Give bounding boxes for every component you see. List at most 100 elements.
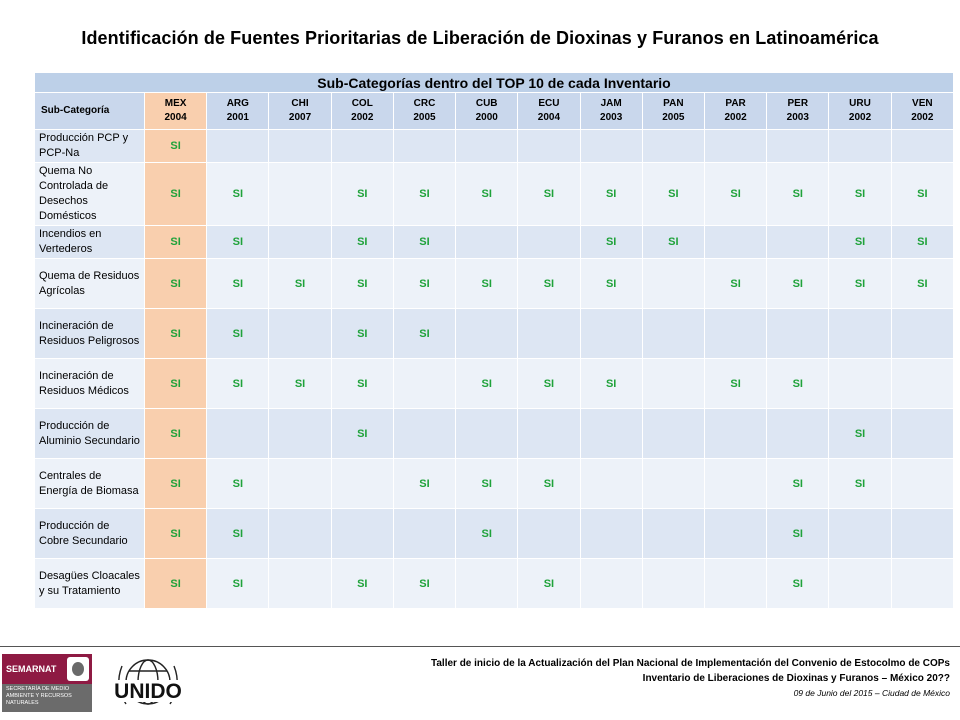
cell-par xyxy=(703,458,768,509)
cell-uru: SI xyxy=(828,408,892,459)
header-year: 2002 xyxy=(351,112,374,123)
cell-cub xyxy=(455,225,519,259)
header-crc: CRC 2005 xyxy=(392,92,457,130)
header-cub: CUB 2000 xyxy=(455,92,519,130)
cell-cub xyxy=(455,129,519,163)
cell-uru xyxy=(828,508,892,559)
cell-pan: SI xyxy=(641,162,705,226)
table-row: Producción de Cobre Secundario SI SI SI SI xyxy=(34,508,955,559)
header-ven: VEN 2002 xyxy=(890,92,955,130)
semarnat-subtitle: SECRETARÍA DE MEDIO AMBIENTE Y RECURSOS … xyxy=(2,684,92,712)
cell-mex: SI xyxy=(143,508,208,559)
cell-pan xyxy=(641,458,705,509)
cell-pan xyxy=(641,258,705,309)
cell-par xyxy=(703,308,768,359)
cell-chi xyxy=(268,308,332,359)
semarnat-logo: SEMARNAT SECRETARÍA DE MEDIO AMBIENTE Y … xyxy=(2,654,92,712)
header-code: PAR xyxy=(725,98,746,109)
cell-arg: SI xyxy=(206,558,270,609)
header-code: ARG xyxy=(226,98,249,109)
cell-crc: SI xyxy=(392,258,457,309)
cell-arg: SI xyxy=(206,358,270,409)
table-row: Quema No Controlada de Desechos Doméstic… xyxy=(34,162,955,226)
cell-per: SI xyxy=(766,358,830,409)
cell-ven xyxy=(890,408,955,459)
semarnat-name: SEMARNAT xyxy=(6,664,57,674)
header-year: 2002 xyxy=(911,112,934,123)
header-code: PER xyxy=(787,98,809,109)
cell-ecu xyxy=(517,129,581,163)
cell-per: SI xyxy=(766,508,830,559)
cell-col: SI xyxy=(330,258,394,309)
cell-cub xyxy=(455,408,519,459)
cell-per: SI xyxy=(766,162,830,226)
footer-divider xyxy=(0,646,960,647)
footer-text: Taller de inicio de la Actualización del… xyxy=(310,656,950,701)
cell-arg xyxy=(206,408,270,459)
row-label: Producción PCP y PCP-Na xyxy=(34,129,145,163)
cell-per xyxy=(766,408,830,459)
cell-ven xyxy=(890,458,955,509)
cell-cub: SI xyxy=(455,508,519,559)
header-year: 2004 xyxy=(164,112,187,123)
cell-arg: SI xyxy=(206,225,270,259)
cell-par xyxy=(703,558,768,609)
cell-ven: SI xyxy=(890,258,955,309)
cell-par: SI xyxy=(703,258,768,309)
cell-arg: SI xyxy=(206,162,270,226)
cell-col: SI xyxy=(330,162,394,226)
cell-ven xyxy=(890,358,955,409)
cell-uru xyxy=(828,308,892,359)
cell-ven: SI xyxy=(890,225,955,259)
header-uru: URU 2002 xyxy=(828,92,892,130)
row-label: Incendios en Vertederos xyxy=(34,225,145,259)
page-title: Identificación de Fuentes Prioritarias d… xyxy=(81,28,879,48)
cell-cub xyxy=(455,308,519,359)
header-year: 2005 xyxy=(662,112,685,123)
header-year: 2004 xyxy=(537,112,561,123)
cell-chi xyxy=(268,225,332,259)
table-row: Centrales de Energía de Biomasa SI SI SI SI S… xyxy=(34,458,955,509)
header-per: PER 2003 xyxy=(766,92,830,130)
cell-ecu: SI xyxy=(517,458,581,509)
header-chi: CHI 2007 xyxy=(268,92,332,130)
cell-crc xyxy=(392,358,457,409)
cell-chi xyxy=(268,162,332,226)
cell-ven xyxy=(890,308,955,359)
cell-uru: SI xyxy=(828,225,892,259)
cell-col: SI xyxy=(330,558,394,609)
header-code: CHI xyxy=(291,98,309,109)
header-code: MEX xyxy=(164,98,187,109)
cell-mex: SI xyxy=(143,358,208,409)
row-label: Desagües Cloacales y su Tratamiento xyxy=(34,558,145,609)
header-subcategory: Sub-Categoría xyxy=(34,92,145,130)
cell-ecu: SI xyxy=(517,558,581,609)
cell-per xyxy=(766,129,830,163)
header-year: 2003 xyxy=(786,112,809,123)
cell-pan xyxy=(641,129,705,163)
header-year: 2005 xyxy=(413,112,436,123)
cell-jam: SI xyxy=(579,162,643,226)
footer-date: 09 de Junio del 2015 – Ciudad de México xyxy=(793,688,950,698)
header-code: CRC xyxy=(413,98,436,109)
header-col: COL 2002 xyxy=(330,92,394,130)
cell-mex: SI xyxy=(143,308,208,359)
header-code: ECU xyxy=(538,98,560,109)
cell-mex: SI xyxy=(143,129,208,163)
cell-ecu xyxy=(517,308,581,359)
cell-per: SI xyxy=(766,258,830,309)
header-par: PAR 2002 xyxy=(703,92,768,130)
cell-mex: SI xyxy=(143,408,208,459)
header-pan: PAN 2005 xyxy=(641,92,705,130)
cell-uru xyxy=(828,558,892,609)
cell-crc: SI xyxy=(392,225,457,259)
cell-col xyxy=(330,458,394,509)
inventory-table-wrapper: Sub-Categorías dentro del TOP 10 de cada… xyxy=(34,72,955,609)
cell-ecu xyxy=(517,508,581,559)
cell-cub: SI xyxy=(455,162,519,226)
cell-par xyxy=(703,225,768,259)
cell-arg xyxy=(206,129,270,163)
cell-jam xyxy=(579,408,643,459)
cell-col xyxy=(330,129,394,163)
cell-uru xyxy=(828,129,892,163)
